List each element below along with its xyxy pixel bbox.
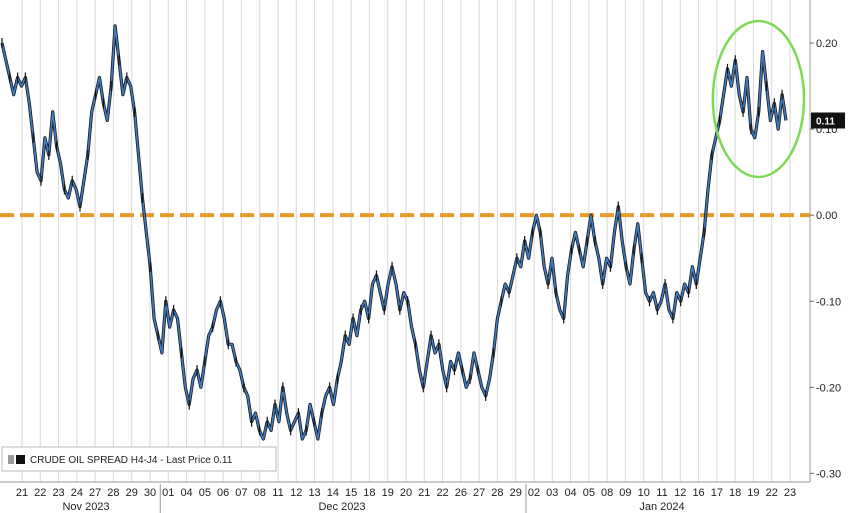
x-tick-label: 04 xyxy=(564,487,576,499)
x-tick-label: 28 xyxy=(107,487,119,499)
x-tick-label: 18 xyxy=(729,487,741,499)
x-tick-label: 06 xyxy=(217,487,229,499)
x-tick-label: 09 xyxy=(619,487,631,499)
y-tick-label: -0.10 xyxy=(816,296,841,308)
series-line-shadow xyxy=(0,24,788,441)
last-price-box xyxy=(811,112,845,129)
x-tick-label: 27 xyxy=(89,487,101,499)
month-label: Nov 2023 xyxy=(62,501,109,513)
x-tick-label: 16 xyxy=(692,487,704,499)
x-axis: 21 22 23 24 27 28 29 30 01 04 05 06 07 08 11 12 13 14 15 18… xyxy=(0,481,810,513)
x-tick-label: 23 xyxy=(52,487,64,499)
x-tick-label: 22 xyxy=(436,487,448,499)
x-tick-label: 03 xyxy=(546,487,558,499)
last-price-label: 0.11 xyxy=(816,117,835,128)
y-tick-label: 0.20 xyxy=(816,38,837,50)
series-line xyxy=(1,25,787,440)
last-price-marker: 0.11 xyxy=(811,112,845,129)
y-tick-label: -0.30 xyxy=(816,468,841,480)
x-tick-label: 13 xyxy=(308,487,320,499)
x-tick-label: 27 xyxy=(473,487,485,499)
x-tick-label: 19 xyxy=(747,487,759,499)
x-tick-label: 05 xyxy=(199,487,211,499)
x-tick-label: 22 xyxy=(766,487,778,499)
x-tick-label: 08 xyxy=(601,487,613,499)
y-tick-label: 0.00 xyxy=(816,210,837,222)
x-tick-label: 19 xyxy=(382,487,394,499)
highlight-ellipse xyxy=(711,19,806,179)
x-tick-label: 10 xyxy=(638,487,650,499)
series-layer xyxy=(0,24,788,441)
x-tick-label: 26 xyxy=(455,487,467,499)
x-tick-label: 30 xyxy=(144,487,156,499)
x-tick-label: 12 xyxy=(674,487,686,499)
y-axis: 0.200.100.00-0.10-0.20-0.30 xyxy=(809,0,848,482)
highlight-layer xyxy=(711,19,806,179)
x-tick-label: 07 xyxy=(235,487,247,499)
x-tick-label: 05 xyxy=(583,487,595,499)
x-tick-label: 22 xyxy=(34,487,46,499)
x-tick-label: 11 xyxy=(656,487,667,499)
x-tick-label: 29 xyxy=(126,487,138,499)
legend: CRUDE OIL SPREAD H4-J4 - Last Price 0.11 xyxy=(1,446,277,472)
x-tick-label: 12 xyxy=(290,487,302,499)
x-tick-label: 01 xyxy=(162,487,174,499)
x-tick-label: 17 xyxy=(711,487,723,499)
x-tick-label: 28 xyxy=(491,487,503,499)
month-label: Dec 2023 xyxy=(318,501,365,513)
legend-label: CRUDE OIL SPREAD H4-J4 - Last Price 0.11 xyxy=(30,455,233,466)
grid xyxy=(21,0,791,482)
legend-swatch-gray xyxy=(8,455,14,464)
x-tick-label: 18 xyxy=(363,487,375,499)
x-tick-label: 14 xyxy=(327,487,339,499)
y-tick-label: -0.20 xyxy=(816,382,841,394)
y-axis-bg xyxy=(810,0,848,482)
x-tick-label: 29 xyxy=(510,487,522,499)
x-tick-label: 11 xyxy=(272,487,283,499)
x-tick-label: 24 xyxy=(71,487,83,499)
x-tick-label: 04 xyxy=(180,487,192,499)
x-tick-label: 08 xyxy=(254,487,266,499)
month-label: Jan 2024 xyxy=(639,501,684,513)
x-tick-label: 21 xyxy=(16,487,28,499)
x-tick-label: 23 xyxy=(784,487,796,499)
x-tick-label: 21 xyxy=(418,487,430,499)
legend-box xyxy=(1,446,277,472)
x-tick-label: 02 xyxy=(528,487,540,499)
x-tick-label: 20 xyxy=(400,487,412,499)
x-tick-label: 15 xyxy=(345,487,357,499)
legend-swatch-black xyxy=(16,455,25,464)
